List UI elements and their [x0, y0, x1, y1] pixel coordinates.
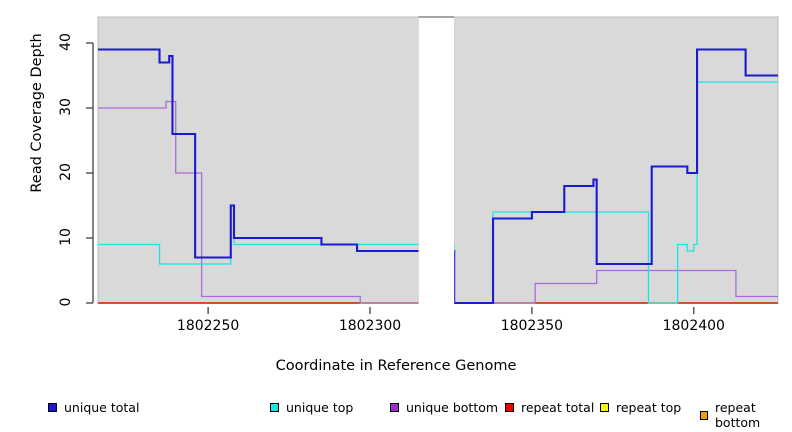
plot-panel-right: [453, 16, 779, 304]
y-tick-label: 20: [58, 163, 74, 181]
x-tick-label: 1802350: [500, 318, 564, 334]
legend-label: repeat total: [521, 400, 595, 415]
legend-item-unique-total[interactable]: unique total: [48, 400, 139, 415]
x-tick-label: 1802250: [176, 318, 240, 334]
legend-label: repeat top: [616, 400, 682, 415]
legend-item-unique-bottom[interactable]: unique bottom: [390, 400, 498, 415]
legend-item-unique-top[interactable]: unique top: [270, 400, 353, 415]
legend-item-repeat-top[interactable]: repeat top: [600, 400, 681, 415]
legend-swatch-icon: [270, 403, 279, 412]
legend-item-repeat-bottom[interactable]: repeat bottom: [700, 400, 792, 430]
legend-swatch-icon: [600, 403, 609, 412]
legend-label: unique top: [286, 400, 354, 415]
y-tick-label: 40: [58, 33, 74, 51]
plot-panel-left: [97, 16, 420, 304]
y-tick-label: 0: [58, 297, 74, 307]
y-tick-label: 10: [58, 228, 74, 246]
series-unique-total: [98, 48, 778, 305]
legend-label: unique total: [64, 400, 140, 415]
coverage-gap-band: [418, 16, 455, 304]
chart-legend: unique total unique top unique bottom repea…: [0, 398, 792, 430]
legend-swatch-icon: [390, 403, 399, 412]
legend-label: unique bottom: [406, 400, 499, 415]
legend-item-repeat-total[interactable]: repeat total: [505, 400, 594, 415]
x-axis-title: Coordinate in Reference Genome: [275, 358, 517, 374]
legend-swatch-icon: [700, 410, 708, 420]
x-tick-label: 1802400: [662, 318, 725, 334]
y-tick-label: 30: [58, 98, 74, 116]
legend-label: repeat bottom: [715, 400, 761, 430]
x-tick-label: 1802300: [338, 318, 402, 334]
y-axis-title: Read Coverage Depth: [29, 33, 45, 193]
legend-swatch-icon: [48, 403, 57, 412]
legend-swatch-icon: [505, 403, 514, 412]
